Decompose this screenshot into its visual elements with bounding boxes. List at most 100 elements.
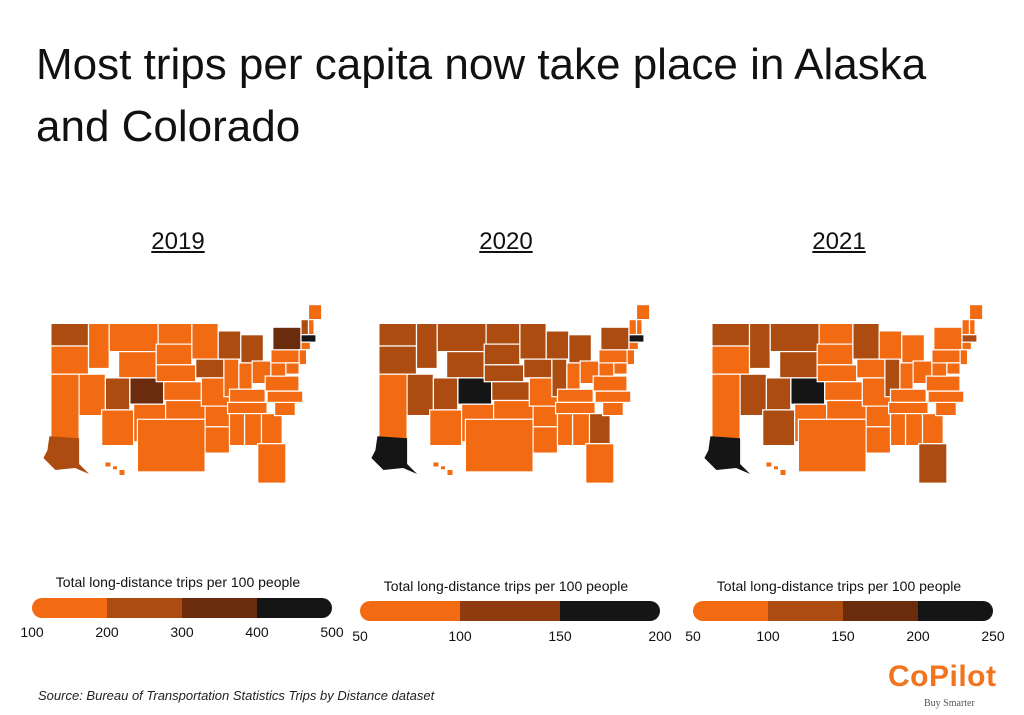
us-map-2019 [43,303,323,484]
legend-title: Total long-distance trips per 100 people [383,578,629,594]
state-north-dakota [485,322,521,345]
legend-color-segment [693,601,768,621]
state-north-dakota [818,322,854,345]
state-south-carolina [274,401,296,417]
legend-color-segment [768,601,843,621]
legend-title: Total long-distance trips per 100 people [55,574,301,590]
state-wyoming [445,350,485,379]
legend-tick-label: 150 [831,628,855,644]
map-panel-2021: 2021 Total long-distance trips per 100 p… [679,228,1004,658]
state-vermont [628,319,638,336]
state-maryland [946,362,961,375]
state-nebraska [155,364,197,383]
map-panel-2020: 2020 Total long-distance trips per 100 p… [346,228,671,658]
state-nebraska [483,364,525,383]
year-label: 2019 [151,228,205,255]
state-mississippi [556,412,574,447]
state-utah [104,377,131,411]
legend-tick-label: 300 [170,624,194,640]
chart-title: Most trips per capita now take place in … [36,40,927,151]
state-massachusetts [961,334,978,343]
legend-color-segment [843,601,918,621]
state-kentucky [889,388,927,403]
state-hawaii-island [433,462,439,467]
state-west-virginia [598,362,615,377]
state-minnesota [191,322,219,360]
state-georgia [260,412,283,445]
state-south-dakota [816,343,854,366]
us-map-2021 [704,303,984,484]
legend-tick-label: 150 [548,628,572,644]
state-kentucky [556,388,594,403]
state-michigan [568,334,593,364]
state-oregon [711,345,751,375]
state-virginia [264,375,300,392]
legend-tick-label: 200 [648,628,672,644]
state-nebraska [816,364,858,383]
us-map-2020 [371,303,651,484]
state-hawaii-island [774,466,778,470]
legend-tick-label: 250 [981,628,1005,644]
year-label: 2021 [812,228,866,255]
state-california [378,373,408,447]
state-florida [257,443,287,484]
legend-ticks: 50 100 150 200 [352,628,671,646]
state-kansas [163,381,202,402]
legend-color-segment [560,601,660,621]
state-kansas [491,381,530,402]
state-arkansas [204,405,231,428]
state-georgia [921,412,944,445]
state-pennsylvania [598,349,628,364]
state-texas [797,418,867,473]
legend-color-bar [360,601,660,621]
state-hawaii-island [447,470,453,475]
state-arizona [762,409,796,447]
state-florida [585,443,615,484]
state-iowa [856,358,886,379]
state-alabama [572,412,591,447]
state-north-carolina [594,390,632,403]
state-north-carolina [266,390,304,403]
legend-ticks: 50 100 150 200 250 [685,628,1004,646]
state-west-virginia [270,362,287,377]
legend-title: Total long-distance trips per 100 people [716,578,962,594]
state-alabama [244,412,263,447]
state-hawaii-island [105,462,111,467]
state-alaska [43,436,90,475]
state-wisconsin [878,330,903,360]
state-maine [968,303,984,321]
state-louisiana [865,426,892,454]
state-california [50,373,80,447]
state-south-carolina [935,401,957,417]
state-maryland [613,362,628,375]
state-new-jersey [298,349,308,366]
state-texas [464,418,534,473]
state-idaho [415,322,438,370]
state-north-carolina [927,390,965,403]
state-massachusetts [300,334,317,343]
state-louisiana [532,426,559,454]
state-nevada [78,373,106,417]
state-indiana [566,362,581,390]
state-texas [136,418,206,473]
state-maine [307,303,323,321]
state-new-york [600,326,630,351]
state-connecticut [628,341,639,351]
state-michigan [901,334,926,364]
state-oklahoma [165,399,206,420]
state-arizona [429,409,463,447]
state-wyoming [117,350,157,379]
state-idaho [748,322,771,370]
copilot-logo: CoPilot Buy Smarter [888,660,1008,712]
state-tennessee [555,401,596,415]
state-new-hampshire [635,317,643,336]
state-hawaii-island [113,466,117,470]
state-connecticut [961,341,972,351]
state-north-dakota [157,322,193,345]
state-massachusetts [628,334,645,343]
map-panel-2019: 2019 Total long-distance trips per 100 p… [18,228,343,658]
state-new-jersey [959,349,969,366]
legend-color-segment [360,601,460,621]
state-kentucky [228,388,266,403]
state-alaska [704,436,751,475]
